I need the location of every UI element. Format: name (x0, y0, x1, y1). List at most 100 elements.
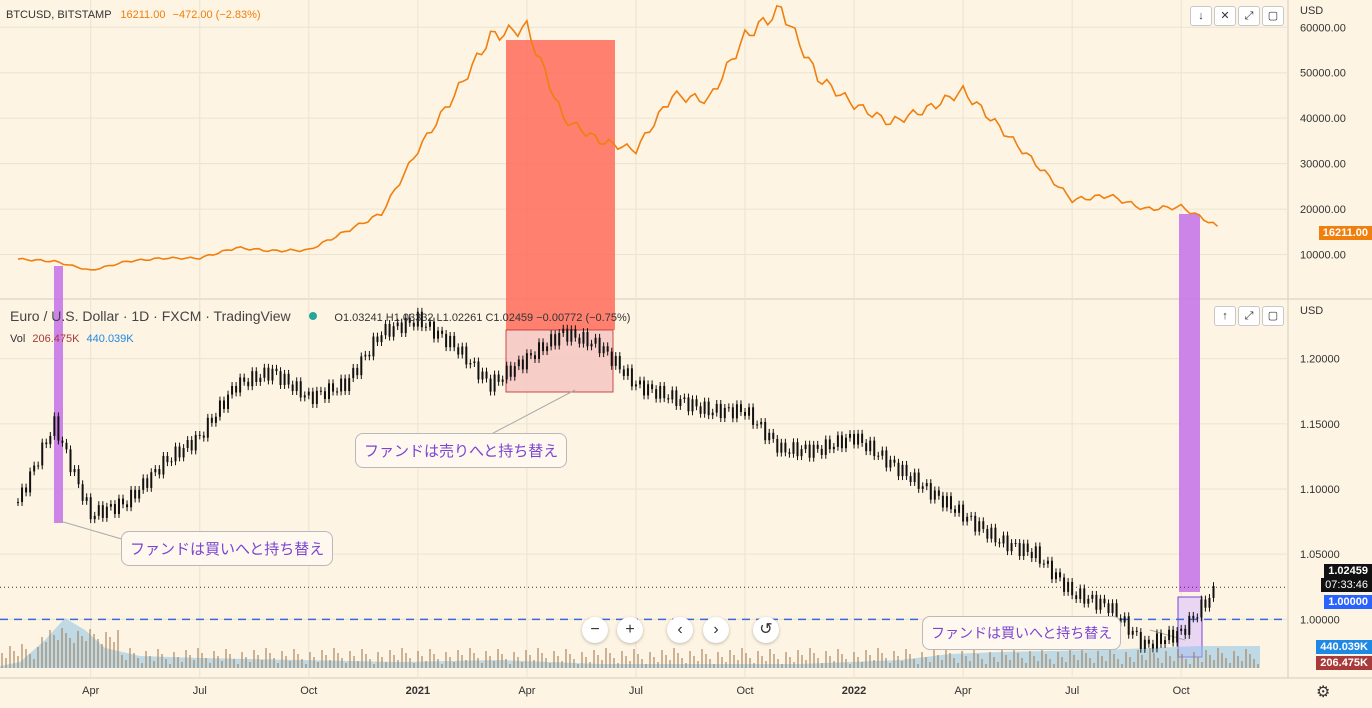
eur-candle-body (57, 416, 60, 441)
eur-candle-body (1006, 535, 1009, 552)
eur-candle-body (178, 446, 181, 458)
eur-candle-body (243, 377, 246, 382)
annotation-buy-1[interactable]: ファンドは買いへと持ち替え (121, 531, 334, 566)
eur-candle-body (424, 326, 427, 328)
eur-candle-body (513, 366, 516, 377)
eur-candle-body (352, 367, 355, 379)
eur-candle-body (844, 437, 847, 449)
x-tick-label: Apr (82, 685, 99, 697)
eur-candle-body (1176, 631, 1179, 643)
eur-candle-body (1042, 563, 1045, 565)
annotation-buy-2[interactable]: ファンドは買いへと持ち替え (922, 616, 1122, 650)
zoom-in-button[interactable]: + (617, 617, 643, 643)
x-tick-label: Jul (629, 685, 643, 697)
eur-candle-body (1151, 643, 1154, 649)
btc-last-price-tag: 16211.00 (1318, 226, 1372, 240)
eur-candle-body (255, 371, 258, 382)
eur-candle-body (1111, 603, 1114, 614)
eur-candle-body (554, 334, 557, 346)
eur-candle-body (441, 330, 444, 334)
eur-candle-body (796, 442, 799, 457)
eur-candle-body (994, 527, 997, 543)
eur-candle-body (37, 465, 40, 467)
eur-candle-body (966, 516, 969, 522)
eur-candle-body (279, 371, 282, 386)
eur-candle-body (190, 439, 193, 451)
eur-candle-body (501, 379, 504, 382)
eur-candle-body (816, 444, 819, 449)
eur-candle-body (731, 407, 734, 419)
eur-candle-body (356, 367, 359, 376)
x-tick-label: 2021 (406, 685, 430, 697)
eur-candle-body (982, 521, 985, 529)
eur-symbol: Euro / U.S. Dollar · 1D · FXCM · Trading… (10, 308, 291, 324)
eur-candle-body (958, 504, 961, 513)
eur-candle-body (210, 417, 213, 423)
maximize-pane-button-2[interactable]: ⤢ (1238, 306, 1260, 326)
eur-candle-body (105, 506, 108, 518)
eur-candle-body (582, 332, 585, 344)
maximize-pane-button[interactable]: ⤢ (1238, 6, 1260, 26)
eur-candle-body (1014, 542, 1017, 544)
eur-candle-body (445, 333, 448, 348)
annotation-pointer (1149, 629, 1186, 641)
eur-candle-body (1204, 599, 1207, 608)
eur-candle-body (578, 337, 581, 344)
eur-candle-body (893, 459, 896, 463)
eur-candle-body (832, 446, 835, 450)
eur-candle-body (1071, 581, 1074, 596)
eur-candle-body (695, 399, 698, 407)
btc-currency[interactable]: USD (1300, 5, 1324, 17)
eur-candle-body (198, 434, 201, 436)
eur-candle-body (21, 487, 24, 503)
eur-candle-body (594, 337, 597, 344)
move-down-button[interactable]: ↓ (1190, 6, 1212, 26)
eur-candle-body (889, 459, 892, 468)
countdown-tag: 07:33:46 (1321, 578, 1372, 592)
eur-candle-body (659, 385, 662, 399)
eur-candle-body (687, 397, 690, 412)
eur-candle-body (408, 317, 411, 323)
scroll-right-button[interactable]: › (703, 617, 729, 643)
restore-pane-button-2[interactable]: ▢ (1262, 306, 1284, 326)
eur-candle-body (626, 368, 629, 376)
eur-candle-body (638, 380, 641, 385)
btc-change: −472.00 (−2.83%) (172, 9, 261, 21)
eur-candle-body (461, 346, 464, 355)
eur-ohlc: O1.03241 H1.03332 L1.02261 C1.02459 −0.0… (334, 312, 631, 324)
eur-candle-body (235, 385, 238, 393)
eur-candle-body (202, 435, 205, 438)
eur-candle-body (1131, 630, 1134, 635)
eur-candle-body (699, 406, 702, 414)
eur-candle-body (41, 442, 44, 466)
btc-y-tick-label: 40000.00 (1300, 113, 1346, 125)
eur-candle-body (877, 455, 880, 457)
move-up-button[interactable]: ↑ (1214, 306, 1236, 326)
eur-candle-body (521, 359, 524, 370)
eur-candle-body (1050, 560, 1053, 580)
scroll-left-button[interactable]: ‹ (667, 617, 693, 643)
annotation-pointer (479, 389, 576, 441)
settings-gear-icon[interactable]: ⚙ (1316, 684, 1331, 701)
eur-candle-body (291, 384, 294, 392)
reset-chart-button[interactable]: ↺ (753, 617, 779, 643)
eur-candle-body (634, 384, 637, 387)
restore-pane-button[interactable]: ▢ (1262, 6, 1284, 26)
eur-candle-body (1188, 615, 1191, 635)
eur-currency[interactable]: USD (1300, 305, 1324, 317)
eur-candle-body (1018, 542, 1021, 557)
eur-candle-body (707, 401, 710, 416)
eur-candle-body (420, 311, 423, 328)
eur-candle-body (1103, 598, 1106, 604)
eur-candle-body (113, 504, 116, 515)
eur-candle-body (873, 440, 876, 457)
delete-pane-button[interactable]: ✕ (1214, 6, 1236, 26)
zoom-out-button[interactable]: − (582, 617, 608, 643)
eur-candle-body (109, 504, 112, 507)
eur-candle-body (45, 442, 48, 445)
eur-candle-body (186, 439, 189, 449)
annotation-sell[interactable]: ファンドは売りへと持ち替え (355, 433, 568, 468)
eur-candle-body (933, 490, 936, 500)
eur-candle-body (1123, 616, 1126, 623)
